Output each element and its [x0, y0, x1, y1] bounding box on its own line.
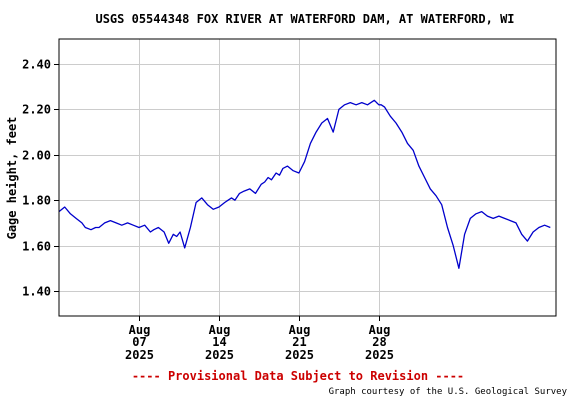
plot-frame	[58, 38, 557, 317]
y-tick-label: 2.20	[22, 103, 51, 117]
y-tick-label: 2.00	[22, 149, 51, 163]
plot-background	[59, 39, 556, 316]
x-tick-label-year: 2025	[365, 348, 394, 362]
x-tick-label-date: 07	[132, 335, 146, 349]
y-axis: 1.40 1.60 1.80 2.00 2.20 2.40	[22, 58, 59, 299]
series-line-0	[58, 99, 551, 269]
y-axis-label: Gage height, feet	[5, 117, 19, 240]
x-tick-label-month: Aug	[129, 323, 151, 337]
chart-title: USGS 05544348 FOX RIVER AT WATERFORD DAM…	[95, 12, 514, 26]
y-tick-label: 2.40	[22, 58, 51, 72]
series-group	[58, 99, 551, 269]
x-tick-label-year: 2025	[285, 348, 314, 362]
x-tick-label-month: Aug	[369, 323, 391, 337]
x-tick-label-date: 14	[212, 335, 226, 349]
x-tick-label-date: 28	[372, 335, 386, 349]
x-tick-label-month: Aug	[289, 323, 311, 337]
x-tick-label-year: 2025	[205, 348, 234, 362]
grid	[59, 39, 556, 316]
y-tick-label: 1.40	[22, 285, 51, 299]
x-tick-label-year: 2025	[125, 348, 154, 362]
x-tick-label-month: Aug	[209, 323, 231, 337]
y-tick-label: 1.80	[22, 194, 51, 208]
y-tick-label: 1.60	[22, 240, 51, 254]
credit-note: Graph courtesy of the U.S. Geological Su…	[329, 387, 568, 397]
provisional-notice: ---- Provisional Data Subject to Revisio…	[132, 369, 464, 383]
x-tick-label-date: 21	[292, 335, 306, 349]
